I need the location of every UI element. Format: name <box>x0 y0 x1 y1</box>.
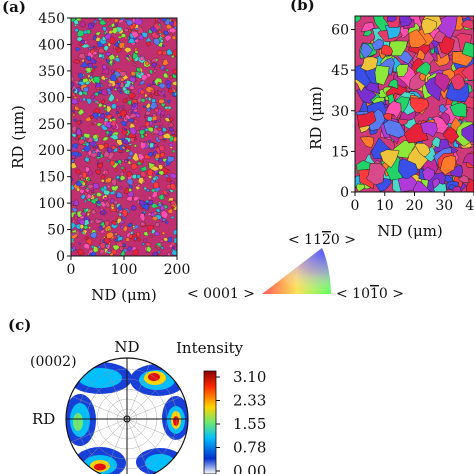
x-tick-label: 100 <box>111 262 138 278</box>
y-axis-label-a: RD (μm) <box>9 105 27 169</box>
x-ticks-b: 0 10 20 30 40 <box>351 192 474 214</box>
y-tick-label: 400 <box>38 37 65 53</box>
colorbar-title: Intensity <box>176 339 244 357</box>
pole-figure-plane: (0002) <box>30 354 77 370</box>
colorbar-tick-label: 3.10 <box>233 368 266 386</box>
pole-figure-nd-label: ND <box>114 338 139 356</box>
ipf-triangle-blue <box>262 248 331 294</box>
colorbar-tick-label: 0.00 <box>233 462 266 474</box>
ipf-label-1120: < 1120 > <box>288 232 356 248</box>
x-axis-label-a: ND (μm) <box>91 286 157 304</box>
x-tick-label: 40 <box>465 198 474 214</box>
colorbar-tick-label: 0.78 <box>233 439 266 457</box>
ipf-color-key: < 1120 > < 0001 > < 1010 > <box>187 232 404 302</box>
y-tick-label: 150 <box>38 170 65 186</box>
y-axis-label-b: RD (μm) <box>307 86 325 150</box>
pole-figure-contours <box>66 358 188 474</box>
y-tick-label: 250 <box>38 117 65 133</box>
y-ticks-b: 0 15 30 45 60 <box>331 23 355 201</box>
pole-figure-rd-label: RD <box>32 410 55 428</box>
x-tick-label: 10 <box>376 198 394 214</box>
panel-c: (c) (0002) ND RD <box>8 316 266 474</box>
x-tick-label: 200 <box>164 262 191 278</box>
ipf-label-0001: < 0001 > <box>187 286 255 302</box>
y-tick-label: 300 <box>38 90 65 106</box>
x-tick-label: 30 <box>435 198 453 214</box>
x-tick-label: 20 <box>406 198 424 214</box>
ebsd-map-b <box>355 16 474 192</box>
panel-b-label: (b) <box>290 0 315 14</box>
colorbar-tick-label: 1.55 <box>233 415 266 433</box>
y-tick-label: 450 <box>38 11 65 27</box>
ipf-triangle-white <box>262 248 331 294</box>
pole-figure <box>65 357 189 474</box>
y-tick-label: 0 <box>340 185 349 201</box>
y-tick-label: 100 <box>38 196 65 212</box>
panel-b: (b) 0 15 30 45 60 0 10 20 30 40 RD (μm) ND (μm) <box>290 0 474 240</box>
y-tick-label: 60 <box>331 23 349 39</box>
y-tick-label: 30 <box>331 104 349 120</box>
y-tick-label: 45 <box>331 63 349 79</box>
y-tick-label: 350 <box>38 64 65 80</box>
y-tick-label: 15 <box>331 144 349 160</box>
colorbar: Intensity 3.10 2.33 1.55 0.78 0.00 <box>176 339 266 474</box>
panel-c-label: (c) <box>8 316 31 334</box>
ipf-label-1010: < 1010 > <box>336 286 404 302</box>
y-tick-label: 50 <box>47 223 65 239</box>
panel-a-label: (a) <box>2 0 26 16</box>
y-tick-label: 200 <box>38 143 65 159</box>
x-ticks-a: 0 100 200 <box>67 256 191 278</box>
colorbar-tick-label: 2.33 <box>233 392 266 410</box>
y-ticks-a: 0 50 100 150 200 250 300 350 400 450 <box>38 11 71 265</box>
y-tick-label: 0 <box>56 249 65 265</box>
colorbar-ticks: 3.10 2.33 1.55 0.78 0.00 <box>216 368 266 474</box>
x-axis-label-b: ND (μm) <box>377 222 443 240</box>
ebsd-map-a <box>71 18 177 256</box>
x-tick-label: 0 <box>67 262 76 278</box>
x-tick-label: 0 <box>351 198 360 214</box>
